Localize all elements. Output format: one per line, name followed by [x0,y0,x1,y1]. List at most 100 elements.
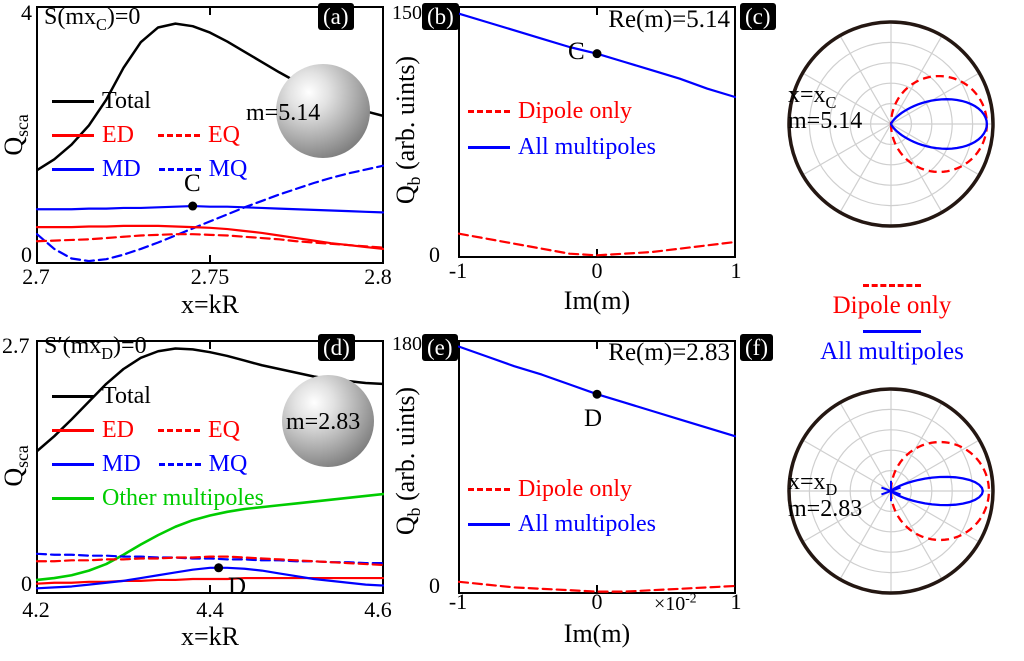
panel-d-y-axis-label: Qsca [0,445,33,487]
panel-d-legend-row-mag: MD MQ [52,451,247,478]
panel-e-ytick-top: 180 [392,333,422,355]
panel-b-title: Re(m)=5.14 [608,6,730,33]
point-d-label-d: D [228,573,247,600]
mq-line-sample [158,168,201,171]
legend-label-ed: ED [102,417,134,443]
panel-a-annotation: S(mxC)=0 [44,4,141,34]
panel-f-x-label: x=xD [788,469,838,499]
panel-d-x-axis-label: x=kR [180,622,239,651]
legend-label-other: Other multipoles [102,485,264,511]
panel-f-polar-svg [787,387,995,595]
panel-b-x-axis-label: Im(m) [563,286,631,315]
mq-line-sample [158,463,201,466]
legend-label-ed: ED [102,122,134,148]
ed-line-sample [52,429,94,432]
legend-label-dipole: Dipole only [518,476,632,502]
eq-line-sample [158,429,200,432]
panel-c-x-label: x=xC [788,82,837,112]
panel-c-m-label: m=5.14 [788,108,863,134]
panel-d-xtick-1: 4.2 [22,597,50,622]
panel-d-legend-row-total: Total [52,383,151,410]
eq-line-sample [158,134,200,137]
legend-label-all: All multipoles [518,511,656,537]
panel-a-legend-row-total: Total [52,88,151,115]
panel-b-xtick-2: 0 [591,258,603,283]
legend-label-total: Total [102,383,151,409]
panel-a-ytick-bottom: 0 [21,242,32,267]
radiation-all-line-sample [863,330,921,333]
dipole-line-sample [468,110,510,113]
panel-e-axis-multiplier: ×10-2 [654,590,697,615]
panel-a-xtick-2: 2.75 [190,264,230,289]
panel-a-y-axis-label: Qsca [0,114,33,156]
panel-b-legend-dipole: Dipole only [468,98,632,125]
panel-d-legend-row-other: Other multipoles [52,485,264,512]
panel-a-ytick-top: 4 [21,0,32,25]
panel-a-legend-row-dipoles: ED EQ [52,122,240,149]
other-multipoles-line-sample [52,497,94,500]
panel-b-plot-svg [458,6,736,258]
panel-a-badge: (a) [318,3,354,30]
panel-b-ytick-bottom: 0 [429,242,440,267]
legend-label-total: Total [102,88,151,114]
panel-b-badge: (b) [422,3,459,30]
panel-a-legend-row-mag: MD MQ [52,156,247,183]
md-line-sample [52,463,94,466]
panel-b-xtick-1: -1 [448,258,468,283]
sphere-label-d: m=2.83 [286,409,361,435]
legend-label-md: MD [102,451,141,477]
legend-label-md: MD [102,156,141,182]
panel-c: x=xC m=5.14 [760,0,1024,330]
panel-a-x-axis-label: x=kR [180,290,239,319]
radiation-legend-dipole-label: Dipole only [832,292,952,319]
panel-e-xtick-1: -1 [448,589,468,614]
panel-d-xtick-3: 4.6 [364,597,392,622]
panel-e-badge: (e) [422,334,458,361]
legend-label-eq: EQ [208,122,240,148]
point-c-label-a: C [184,170,201,197]
panel-e-title: Re(m)=2.83 [608,339,730,366]
panel-e-plot-svg [458,340,736,594]
point-d-label-e: D [584,405,603,432]
panel-c-polar-svg [787,20,995,228]
radiation-legend-all-label: All multipoles [820,338,964,365]
sphere-graphic-a [276,64,370,158]
ed-line-sample [52,134,94,137]
panel-d-ytick-top: 2.7 [2,333,30,358]
panel-d-legend-row-dipoles: ED EQ [52,417,240,444]
panel-b: Qb (arb. uints) 150 0 Re(m)=5.14 Dipole … [391,0,760,330]
legend-label-eq: EQ [208,417,240,443]
panel-f: x=xD m=2.83 [760,331,1024,661]
sphere-graphic-d [282,375,374,467]
panel-a: Qsca 4 0 S(mxC)=0 Total ED EQ MD MQ m=5.… [0,0,392,330]
panel-b-ytick-top: 150 [392,2,422,24]
panel-a-xtick-1: 2.7 [22,264,50,289]
panel-f-m-label: m=2.83 [788,496,863,522]
legend-label-mq: MQ [208,451,248,477]
panel-d-xtick-2: 4.4 [196,597,224,622]
total-line-sample [52,395,94,398]
panel-e-legend-all: All multipoles [468,511,656,538]
panel-b-legend-all: All multipoles [468,134,656,161]
all-multipoles-line-sample [468,523,510,526]
panel-d-annotation: S′(mxD)=0 [44,333,147,363]
dipole-line-sample [468,488,510,491]
panel-e-legend-dipole: Dipole only [468,476,632,503]
total-line-sample [52,100,94,103]
panel-f-badge: (f) [740,334,773,361]
all-multipoles-line-sample [468,146,510,149]
panel-e-xtick-3: 1 [730,589,742,614]
radiation-legend: Dipole only All multipoles [760,274,1024,366]
panel-e-ytick-bottom: 0 [429,573,440,598]
panel-d: Qsca 2.7 0 S′(mxD)=0 Total ED EQ MD MQ O… [0,331,392,661]
point-c-label-b: C [568,38,585,65]
panel-d-badge: (d) [318,334,355,361]
panel-c-badge: (c) [740,3,776,30]
legend-label-dipole: Dipole only [518,98,632,124]
panel-e-x-axis-label: Im(m) [563,619,631,648]
sphere-label-a: m=5.14 [246,100,321,126]
panel-a-xtick-3: 2.8 [364,264,392,289]
panel-d-ytick-bottom: 0 [21,571,32,596]
legend-label-all: All multipoles [518,134,656,160]
radiation-dipole-line-sample [863,284,921,287]
